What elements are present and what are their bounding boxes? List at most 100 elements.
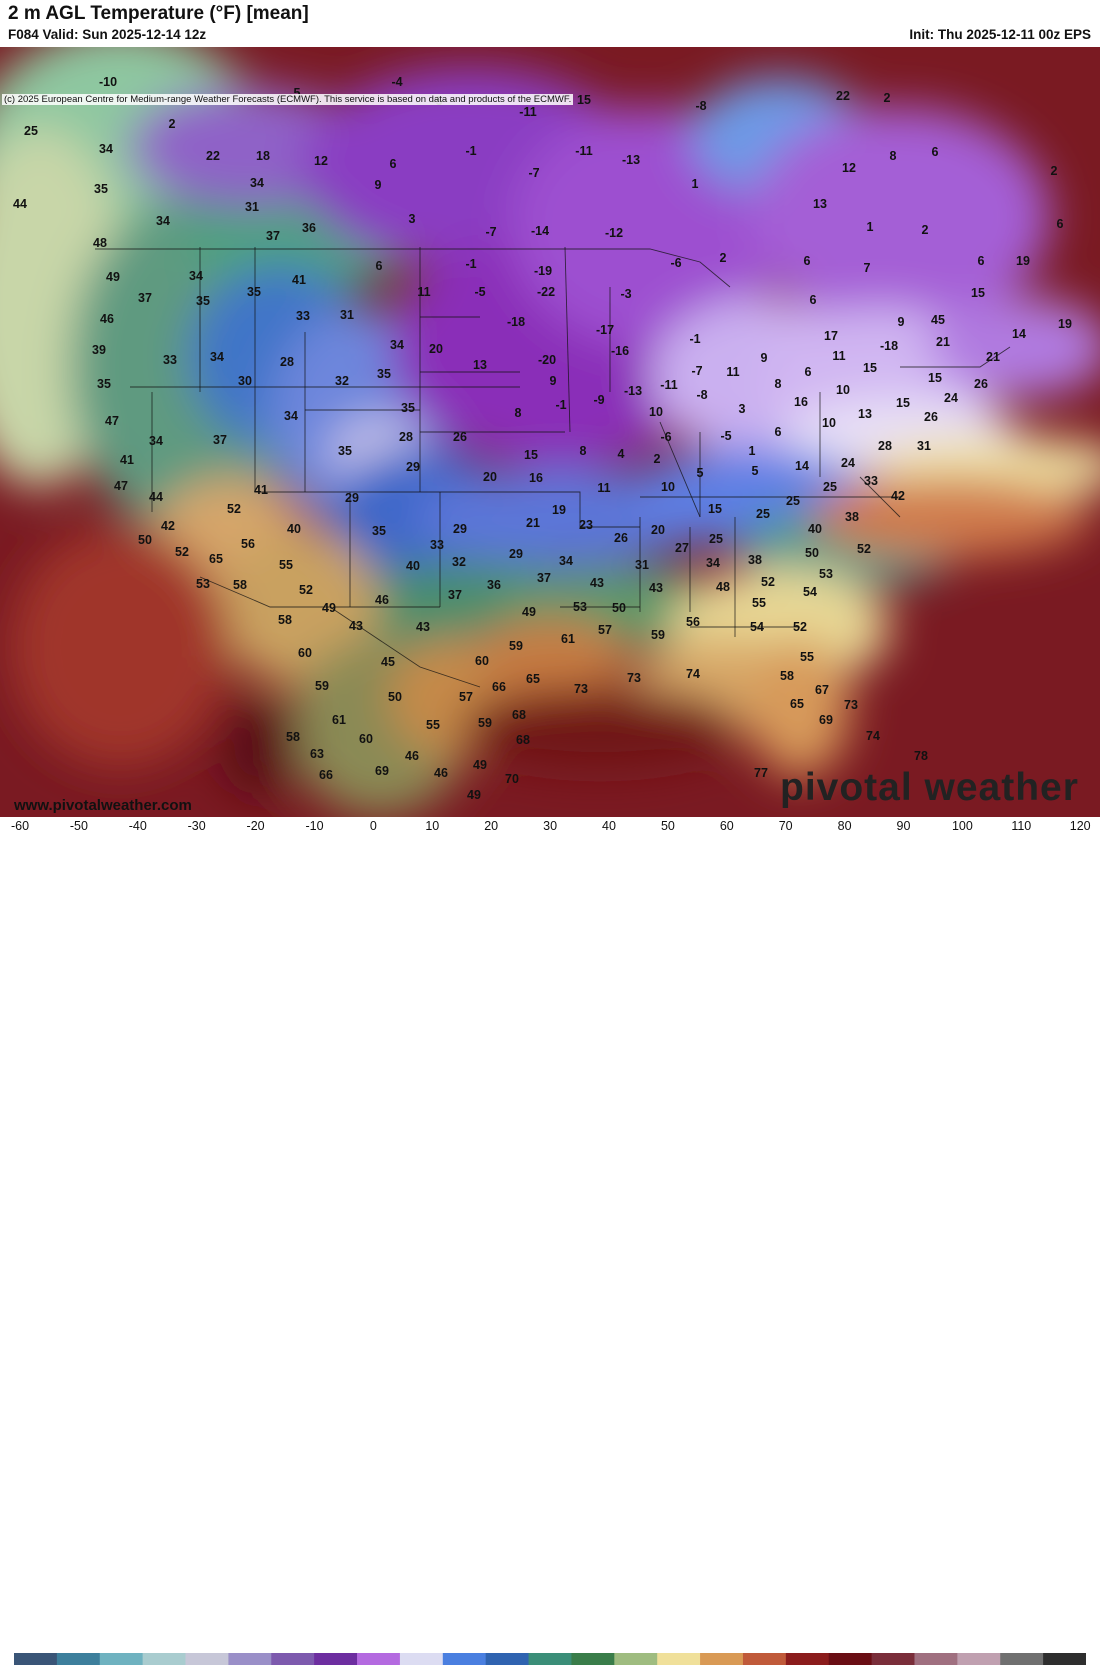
temperature-label: 46 bbox=[100, 312, 114, 326]
legend-tick-label: 80 bbox=[837, 819, 852, 833]
temperature-label: 10 bbox=[836, 383, 850, 397]
temperature-label: 34 bbox=[189, 269, 203, 283]
temperature-label: 57 bbox=[598, 623, 612, 637]
temperature-label: 8 bbox=[515, 406, 522, 420]
valid-time: F084 Valid: Sun 2025-12-14 12z bbox=[8, 27, 207, 42]
temperature-label: 61 bbox=[561, 632, 575, 646]
temperature-label: 14 bbox=[795, 459, 809, 473]
temperature-label: -1 bbox=[465, 144, 476, 158]
temperature-label: 26 bbox=[924, 410, 938, 424]
temperature-label: 20 bbox=[651, 523, 665, 537]
legend-tick-label: 30 bbox=[543, 819, 558, 833]
color-bar-segment bbox=[56, 1653, 101, 1665]
temperature-label: 52 bbox=[299, 583, 313, 597]
temperature-label: 2 bbox=[654, 452, 661, 466]
color-bar-segment bbox=[700, 1653, 744, 1665]
temperature-label: 5 bbox=[697, 466, 704, 480]
temperature-label: 77 bbox=[754, 766, 768, 780]
temperature-label: 15 bbox=[971, 286, 985, 300]
temperature-label: 43 bbox=[349, 619, 363, 633]
temperature-label: 34 bbox=[156, 214, 170, 228]
temperature-label: -13 bbox=[622, 153, 640, 167]
temperature-label: -11 bbox=[660, 378, 677, 392]
temperature-label: -8 bbox=[696, 388, 707, 402]
temperature-label: 56 bbox=[241, 537, 255, 551]
temperature-label: -16 bbox=[611, 344, 629, 358]
temperature-label: 46 bbox=[405, 749, 419, 763]
temperature-label: -6 bbox=[660, 430, 671, 444]
temperature-label: 57 bbox=[459, 690, 473, 704]
temperature-label: 29 bbox=[406, 460, 420, 474]
temperature-label: 16 bbox=[529, 471, 543, 485]
legend-tick-label: -50 bbox=[69, 819, 88, 833]
temperature-label: 52 bbox=[793, 620, 807, 634]
color-bar-segment bbox=[442, 1653, 487, 1665]
temperature-label: -22 bbox=[537, 285, 555, 299]
legend-tick-label: 120 bbox=[1069, 819, 1091, 833]
temperature-label: 1 bbox=[692, 177, 699, 191]
temperature-label: 11 bbox=[832, 349, 845, 363]
temperature-label: 34 bbox=[706, 556, 720, 570]
temperature-label: 60 bbox=[359, 732, 373, 746]
temperature-label: 50 bbox=[138, 533, 152, 547]
temperature-label: 6 bbox=[1057, 217, 1064, 231]
website-link[interactable]: www.pivotalweather.com bbox=[14, 797, 192, 814]
temperature-label: 34 bbox=[250, 176, 264, 190]
temperature-label: -5 bbox=[474, 285, 485, 299]
temperature-label: 13 bbox=[858, 407, 872, 421]
temperature-label: 37 bbox=[138, 291, 152, 305]
temperature-label: 65 bbox=[790, 697, 804, 711]
temperature-label: 49 bbox=[473, 758, 487, 772]
temperature-label: 35 bbox=[338, 444, 352, 458]
color-bar-segment bbox=[614, 1653, 658, 1665]
temperature-label: 31 bbox=[917, 439, 931, 453]
temperature-label: -20 bbox=[538, 353, 556, 367]
temperature-label: 58 bbox=[278, 613, 292, 627]
temperature-label: 19 bbox=[1016, 254, 1030, 268]
temperature-label: 2 bbox=[884, 91, 891, 105]
temperature-label: 43 bbox=[649, 581, 663, 595]
temperature-label: -10 bbox=[99, 75, 117, 89]
map-title: 2 m AGL Temperature (°F) [mean] bbox=[8, 3, 309, 24]
temperature-label: -9 bbox=[593, 393, 604, 407]
temperature-label: 37 bbox=[448, 588, 462, 602]
temperature-label: 50 bbox=[388, 690, 402, 704]
temperature-label: 32 bbox=[452, 555, 466, 569]
temperature-label: 2 bbox=[1051, 164, 1058, 178]
temperature-label: 26 bbox=[974, 377, 988, 391]
temperature-label: 60 bbox=[475, 654, 489, 668]
temperature-label: 13 bbox=[473, 358, 487, 372]
temperature-label: 5 bbox=[752, 464, 759, 478]
temperature-label: 5 bbox=[294, 86, 301, 100]
temperature-label: 55 bbox=[752, 596, 766, 610]
temperature-label: 46 bbox=[434, 766, 448, 780]
temperature-label: 11 bbox=[597, 481, 610, 495]
color-bar-segment bbox=[399, 1653, 444, 1665]
temperature-map[interactable]: -105-4-515-8222252-11-1-11-1386234221812… bbox=[0, 47, 1100, 817]
temperature-label: 9 bbox=[898, 315, 905, 329]
legend-tick-label: 70 bbox=[778, 819, 793, 833]
temperature-label: 7 bbox=[864, 261, 871, 275]
temperature-label: 46 bbox=[375, 593, 389, 607]
temperature-label: 25 bbox=[24, 124, 38, 138]
temperature-label: 28 bbox=[280, 355, 294, 369]
temperature-label: 63 bbox=[310, 747, 324, 761]
temperature-label: -12 bbox=[605, 226, 623, 240]
temperature-label: 40 bbox=[287, 522, 301, 536]
temperature-label: 54 bbox=[750, 620, 764, 634]
temperature-label: 69 bbox=[375, 764, 389, 778]
temperature-label: 68 bbox=[516, 733, 530, 747]
temperature-label: 52 bbox=[761, 575, 775, 589]
temperature-label: 30 bbox=[238, 374, 252, 388]
temperature-label: 26 bbox=[614, 531, 628, 545]
legend-tick-label: -10 bbox=[305, 819, 324, 833]
temperature-label: 78 bbox=[914, 749, 928, 763]
temperature-label: 33 bbox=[163, 353, 177, 367]
temperature-label: 74 bbox=[866, 729, 880, 743]
temperature-label: 58 bbox=[286, 730, 300, 744]
temperature-label: 38 bbox=[748, 553, 762, 567]
temperature-label: 73 bbox=[574, 682, 588, 696]
temperature-label: 35 bbox=[247, 285, 261, 299]
temperature-label: 41 bbox=[254, 483, 268, 497]
init-time: Init: Thu 2025-12-11 00z EPS bbox=[909, 27, 1091, 42]
